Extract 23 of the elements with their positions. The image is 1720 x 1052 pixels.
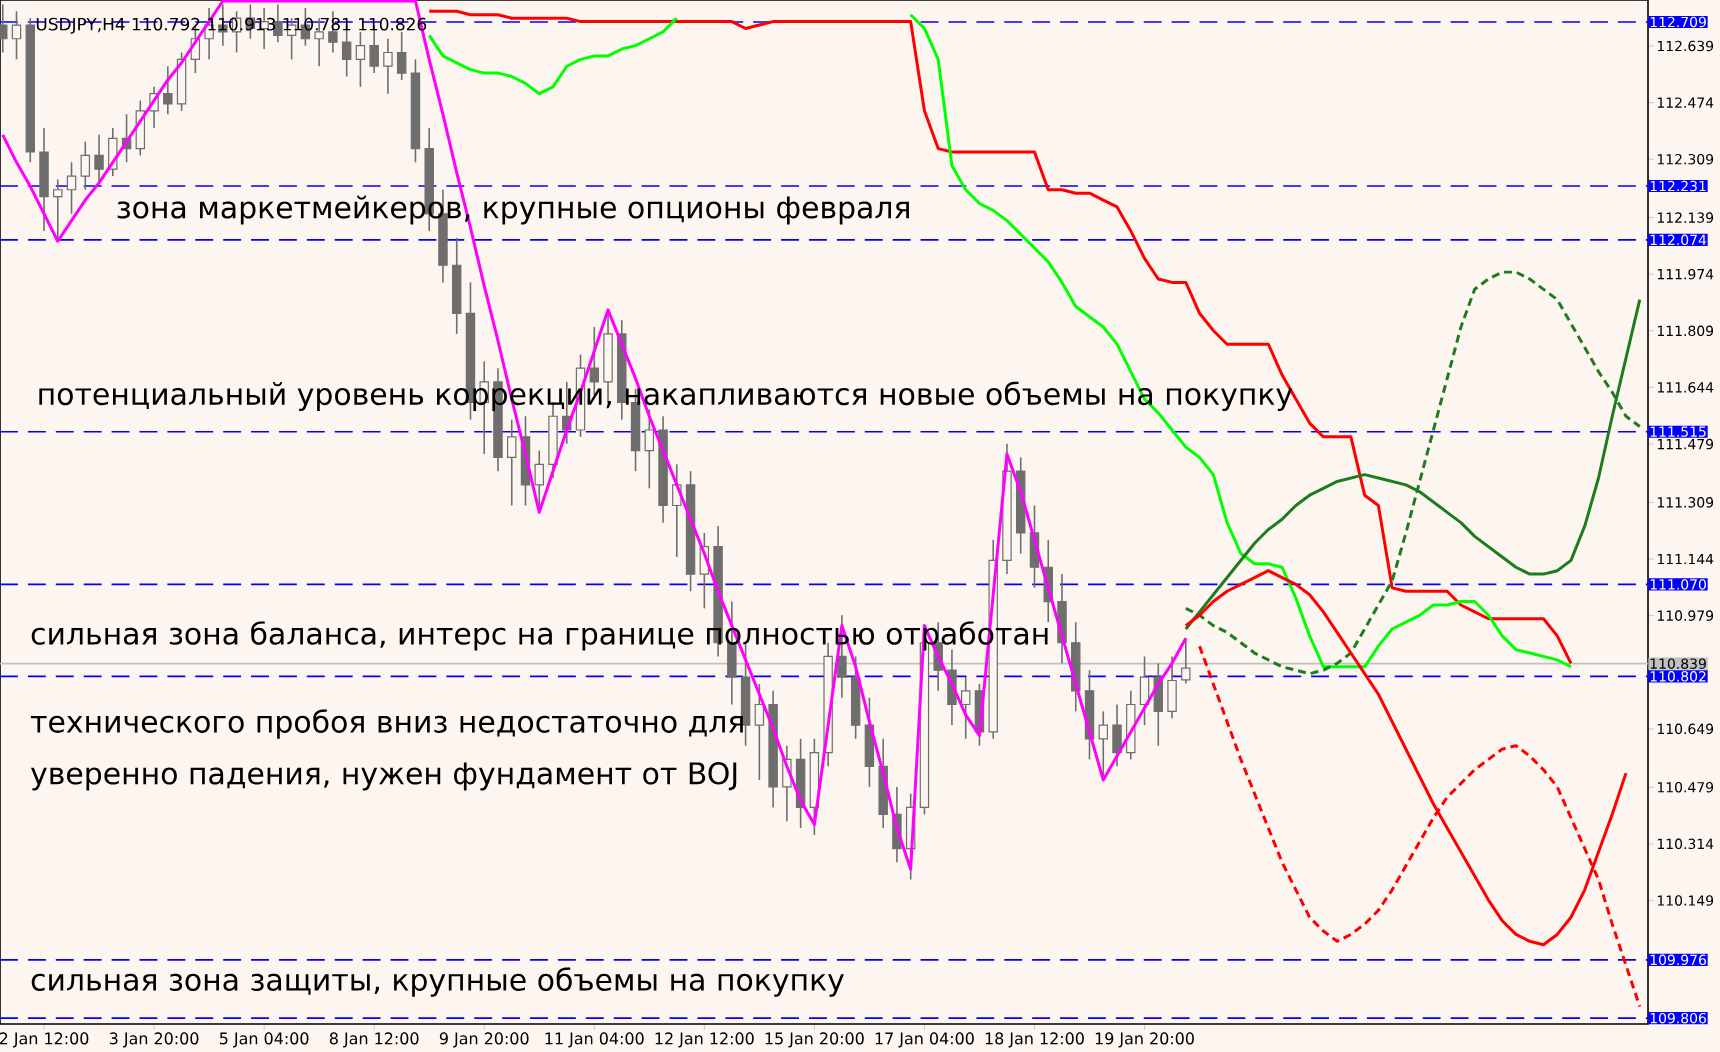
candlestick (754, 683, 765, 781)
candlestick (960, 676, 971, 740)
candlestick (644, 408, 655, 490)
candlestick (163, 65, 173, 116)
candlestick (383, 37, 393, 95)
annotation: уверенно падения, нужен фундамент от BOJ (30, 761, 737, 791)
candlestick (53, 178, 63, 243)
candlestick (94, 134, 104, 184)
annotation: сильная зона защиты, крупные объемы на покупку (31, 967, 844, 997)
candlestick (1112, 703, 1122, 768)
candlestick (1181, 637, 1191, 685)
candlestick (80, 140, 91, 191)
candlestick (1139, 655, 1150, 726)
candlestick (1167, 655, 1177, 720)
candlestick (1098, 710, 1108, 781)
candlestick (507, 418, 517, 507)
candlestick (39, 127, 49, 232)
candlestick (0, 3, 8, 54)
annotation: технического пробоя вниз недостаточно для (30, 709, 743, 739)
candlestick (11, 10, 22, 61)
candlestick (355, 31, 366, 88)
candlestick (396, 31, 407, 81)
candlestick (66, 161, 77, 215)
